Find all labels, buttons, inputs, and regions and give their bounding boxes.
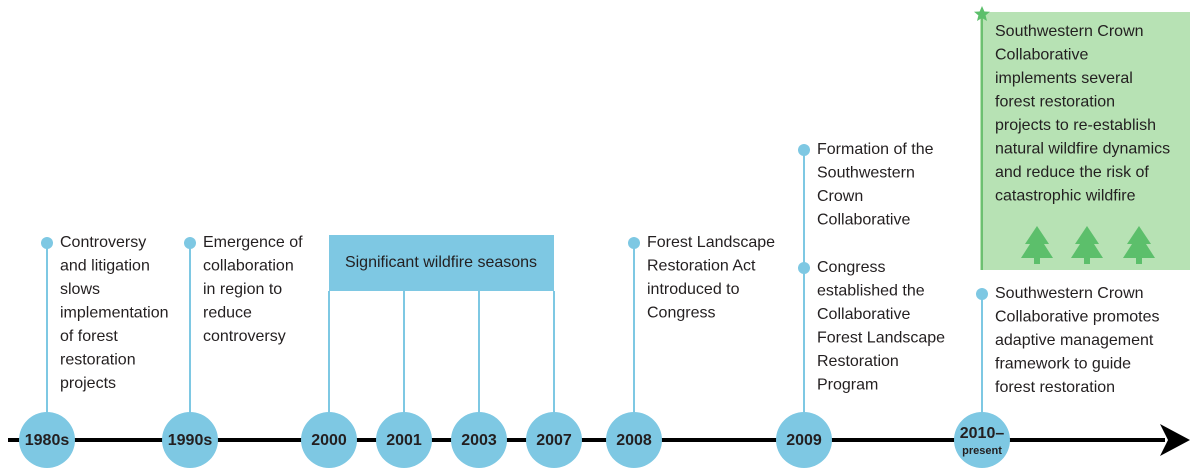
year-circle: [162, 412, 218, 468]
year-label: 1980s: [25, 432, 70, 449]
star: [974, 6, 990, 21]
event-text: framework to guide: [995, 356, 1131, 373]
year-label: 1990s: [168, 432, 213, 449]
year-circle: [606, 412, 662, 468]
event-text: of forest: [60, 328, 118, 345]
event-text: in region to: [203, 281, 282, 298]
highlight-box: [980, 12, 1190, 270]
event-text: Collaborative: [817, 306, 910, 323]
arrow-head: [1160, 424, 1190, 456]
tree-icons: [1021, 226, 1155, 264]
year-label: 2007: [536, 432, 572, 449]
event-dot: [976, 288, 988, 300]
event-text: Forest Landscape: [817, 330, 945, 347]
year-circle: [376, 412, 432, 468]
highlight-text: and reduce the risk of: [995, 164, 1149, 181]
highlight-text: catastrophic wildfire: [995, 188, 1136, 205]
event-text: Emergence of: [203, 234, 303, 251]
highlight-text: natural wildfire dynamics: [995, 141, 1170, 158]
event-dot: [798, 262, 810, 274]
event-text: Restoration Act: [647, 258, 756, 275]
span-box: [329, 235, 554, 291]
event-text: Southwestern Crown: [995, 285, 1144, 302]
year-circle: [19, 412, 75, 468]
span-label: Significant wildfire seasons: [345, 254, 537, 271]
event-dot: [41, 237, 53, 249]
event-text: controversy: [203, 328, 286, 345]
year-circle: [451, 412, 507, 468]
event-text: Restoration: [817, 353, 899, 370]
event-text: slows: [60, 281, 100, 298]
year-label: 2003: [461, 432, 497, 449]
year-label: 2009: [786, 432, 822, 449]
event-text: projects: [60, 375, 116, 392]
event-text: Collaborative: [817, 212, 910, 229]
event-text: Crown: [817, 188, 863, 205]
year-label: 2001: [386, 432, 422, 449]
highlight-text: Southwestern Crown: [995, 23, 1144, 40]
event-text: established the: [817, 283, 925, 300]
event-dot: [628, 237, 640, 249]
event-text: restoration: [60, 352, 136, 369]
year-subtitle: present: [962, 445, 1002, 457]
event-text: reduce: [203, 305, 252, 322]
year-circle: [954, 412, 1010, 468]
year-circle: [526, 412, 582, 468]
event-text: Forest Landscape: [647, 234, 775, 251]
event-text: Collaborative promotes: [995, 309, 1160, 326]
event-text: Congress: [647, 305, 715, 322]
event-text: adaptive management: [995, 332, 1154, 349]
year-circle: [301, 412, 357, 468]
event-text: Southwestern: [817, 165, 915, 182]
event-dot: [798, 144, 810, 156]
event-text: collaboration: [203, 258, 294, 275]
year-label: 2008: [616, 432, 652, 449]
highlight-text: Collaborative: [995, 47, 1088, 64]
year-label: 2000: [311, 432, 347, 449]
highlight-text: implements several: [995, 70, 1133, 87]
highlight-text: forest restoration: [995, 94, 1115, 111]
event-text: implementation: [60, 305, 169, 322]
year-label: 2010–: [960, 425, 1005, 442]
event-text: and litigation: [60, 258, 150, 275]
highlight-text: projects to re-establish: [995, 117, 1156, 134]
event-text: introduced to: [647, 281, 740, 298]
event-text: Controversy: [60, 234, 146, 251]
year-circle: [776, 412, 832, 468]
event-dot: [184, 237, 196, 249]
event-text: forest restoration: [995, 379, 1115, 396]
event-text: Congress: [817, 259, 885, 276]
event-text: Formation of the: [817, 141, 934, 158]
event-text: Program: [817, 377, 878, 394]
